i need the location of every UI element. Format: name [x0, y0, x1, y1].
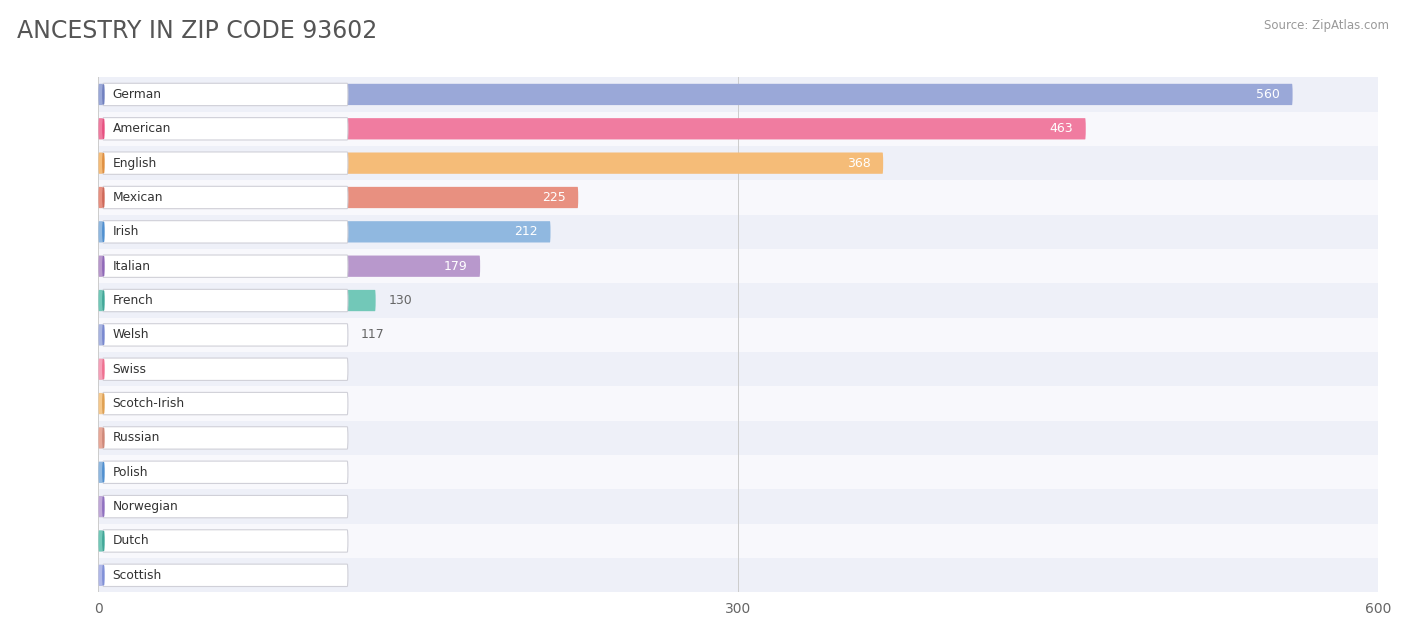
- Text: Norwegian: Norwegian: [112, 500, 179, 513]
- FancyBboxPatch shape: [103, 392, 347, 415]
- FancyBboxPatch shape: [103, 255, 347, 278]
- FancyBboxPatch shape: [103, 495, 347, 518]
- Text: Mexican: Mexican: [112, 191, 163, 204]
- FancyBboxPatch shape: [98, 530, 229, 552]
- Bar: [98, 558, 1378, 592]
- Text: 55: 55: [229, 569, 245, 582]
- Text: German: German: [112, 88, 162, 101]
- FancyBboxPatch shape: [98, 565, 215, 586]
- Text: 463: 463: [1049, 122, 1073, 135]
- FancyBboxPatch shape: [103, 324, 347, 346]
- Text: 87: 87: [297, 363, 312, 375]
- Text: Russian: Russian: [112, 431, 160, 444]
- Bar: [98, 524, 1378, 558]
- Text: Welsh: Welsh: [112, 328, 149, 341]
- Text: 117: 117: [361, 328, 384, 341]
- Text: 212: 212: [515, 225, 537, 238]
- Text: Swiss: Swiss: [112, 363, 146, 375]
- FancyBboxPatch shape: [103, 289, 347, 312]
- Bar: [98, 455, 1378, 489]
- FancyBboxPatch shape: [98, 462, 233, 483]
- FancyBboxPatch shape: [98, 427, 235, 449]
- FancyBboxPatch shape: [103, 186, 347, 209]
- Text: Polish: Polish: [112, 466, 148, 478]
- FancyBboxPatch shape: [98, 359, 284, 380]
- Bar: [98, 77, 1378, 111]
- Text: 179: 179: [443, 260, 467, 272]
- Bar: [98, 317, 1378, 352]
- Text: 63: 63: [246, 466, 262, 478]
- Text: 71: 71: [263, 397, 278, 410]
- Text: 130: 130: [388, 294, 412, 307]
- Bar: [98, 180, 1378, 214]
- Text: Scottish: Scottish: [112, 569, 162, 582]
- Bar: [98, 352, 1378, 386]
- Text: Italian: Italian: [112, 260, 150, 272]
- FancyBboxPatch shape: [98, 324, 347, 346]
- FancyBboxPatch shape: [103, 461, 347, 484]
- FancyBboxPatch shape: [98, 290, 375, 311]
- FancyBboxPatch shape: [98, 393, 250, 414]
- Text: 64: 64: [247, 431, 263, 444]
- Bar: [98, 249, 1378, 283]
- FancyBboxPatch shape: [98, 187, 578, 208]
- Bar: [98, 214, 1378, 249]
- Text: ANCESTRY IN ZIP CODE 93602: ANCESTRY IN ZIP CODE 93602: [17, 19, 377, 43]
- Bar: [98, 111, 1378, 146]
- Bar: [98, 489, 1378, 524]
- FancyBboxPatch shape: [103, 564, 347, 587]
- Text: Source: ZipAtlas.com: Source: ZipAtlas.com: [1264, 19, 1389, 32]
- FancyBboxPatch shape: [103, 358, 347, 381]
- Text: 62: 62: [243, 500, 259, 513]
- Text: English: English: [112, 156, 157, 169]
- FancyBboxPatch shape: [103, 427, 347, 449]
- Text: 560: 560: [1256, 88, 1279, 101]
- Bar: [98, 421, 1378, 455]
- FancyBboxPatch shape: [98, 221, 551, 243]
- FancyBboxPatch shape: [103, 118, 347, 140]
- FancyBboxPatch shape: [103, 83, 347, 106]
- Bar: [98, 386, 1378, 421]
- Text: French: French: [112, 294, 153, 307]
- FancyBboxPatch shape: [98, 84, 1292, 105]
- Bar: [98, 283, 1378, 317]
- Text: 368: 368: [846, 156, 870, 169]
- Text: 225: 225: [541, 191, 565, 204]
- FancyBboxPatch shape: [98, 256, 479, 277]
- FancyBboxPatch shape: [98, 118, 1085, 140]
- Text: Irish: Irish: [112, 225, 139, 238]
- Text: 61: 61: [242, 535, 257, 547]
- FancyBboxPatch shape: [103, 221, 347, 243]
- FancyBboxPatch shape: [103, 530, 347, 552]
- Text: Scotch-Irish: Scotch-Irish: [112, 397, 184, 410]
- Bar: [98, 146, 1378, 180]
- FancyBboxPatch shape: [103, 152, 347, 175]
- Text: Dutch: Dutch: [112, 535, 149, 547]
- Text: American: American: [112, 122, 172, 135]
- FancyBboxPatch shape: [98, 496, 231, 517]
- FancyBboxPatch shape: [98, 153, 883, 174]
